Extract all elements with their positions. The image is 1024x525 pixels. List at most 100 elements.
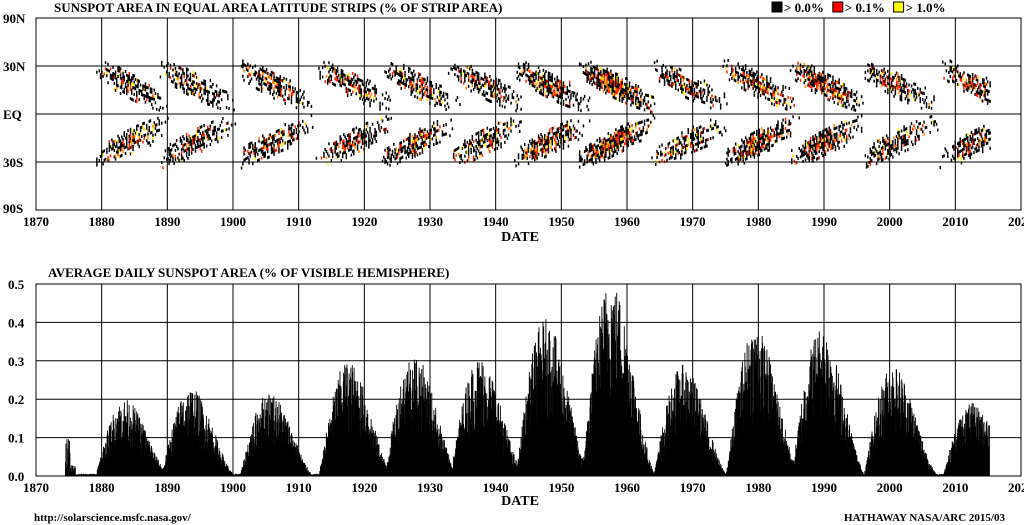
butterfly-cell	[536, 71, 538, 75]
butterfly-cell	[958, 153, 960, 157]
butterfly-cell	[677, 88, 679, 92]
butterfly-cell	[364, 134, 366, 138]
butterfly-cell	[374, 137, 376, 141]
butterfly-cell	[637, 84, 640, 88]
butterfly-cell	[331, 66, 334, 70]
butterfly-cell	[924, 86, 926, 90]
butterfly-cell	[532, 140, 535, 144]
butterfly-cell	[979, 86, 981, 90]
butterfly-cell	[527, 65, 530, 69]
butterfly-cell	[502, 99, 505, 102]
butterfly-cell	[768, 145, 771, 149]
butterfly-cell	[747, 84, 749, 88]
butterfly-cell	[277, 86, 279, 90]
butterfly-cell	[524, 155, 526, 159]
butterfly-cell	[646, 118, 648, 122]
butterfly-cell	[903, 90, 905, 94]
butterfly-cell	[744, 145, 747, 149]
butterfly-cell	[360, 94, 363, 98]
butterfly-cell	[349, 148, 351, 152]
butterfly-cell	[828, 145, 830, 148]
butterfly-cell	[889, 144, 892, 148]
butterfly-cell	[411, 134, 414, 138]
butterfly-cell	[617, 148, 620, 152]
butterfly-cell	[898, 78, 900, 82]
butterfly-cell	[834, 132, 837, 136]
butterfly-cell	[819, 72, 822, 76]
butterfly-cell	[622, 88, 625, 92]
butterfly-cell	[821, 142, 823, 146]
butterfly-cell	[137, 82, 139, 86]
butterfly-cell	[869, 157, 872, 160]
butterfly-cell	[870, 68, 873, 72]
butterfly-cell	[530, 151, 532, 155]
butterfly-cell	[263, 136, 265, 140]
butterfly-cell	[265, 83, 268, 87]
butterfly-cell	[695, 94, 697, 98]
butterfly-cell	[421, 89, 424, 93]
butterfly-cell	[334, 71, 336, 75]
butterfly-cell	[345, 74, 348, 78]
butterfly-cell	[887, 82, 889, 86]
butterfly-cell	[692, 125, 694, 129]
butterfly-cell	[405, 80, 407, 84]
butterfly-cell	[885, 75, 888, 79]
butterfly-cell	[326, 66, 329, 70]
butterfly-cell	[359, 97, 361, 101]
butterfly-cell	[880, 152, 883, 156]
butterfly-cell	[336, 79, 339, 82]
butterfly-cell	[270, 86, 273, 90]
butterfly-cell	[515, 109, 517, 113]
butterfly-cell	[168, 152, 170, 156]
butterfly-cell	[947, 151, 949, 155]
butterfly-cell	[630, 139, 632, 143]
butterfly-cell	[416, 138, 419, 141]
butterfly-cell	[809, 139, 812, 143]
butterfly-cell	[113, 143, 116, 146]
butterfly-cell	[499, 100, 501, 104]
butterfly-cell	[667, 82, 669, 86]
butterfly-cell	[824, 87, 827, 91]
butterfly-cell	[318, 66, 320, 70]
butterfly-cell	[551, 127, 553, 131]
butterfly-cell	[179, 82, 182, 86]
butterfly-cell	[693, 149, 696, 153]
butterfly-cell	[547, 83, 550, 87]
butterfly-cell	[346, 78, 349, 82]
butterfly-cell	[917, 93, 919, 96]
butterfly-cell	[350, 92, 353, 96]
butterfly-cell	[907, 98, 909, 102]
butterfly-cell	[260, 86, 263, 90]
butterfly-cell	[967, 136, 969, 140]
butterfly-cell	[577, 108, 580, 112]
butterfly-cell	[821, 73, 823, 77]
butterfly-cell	[686, 84, 688, 87]
butterfly-cell	[96, 157, 98, 161]
butterfly-cell	[930, 121, 933, 125]
butterfly-cell	[282, 148, 284, 152]
butterfly-cell	[588, 78, 591, 82]
butterfly-cell	[118, 155, 120, 159]
butterfly-cell	[505, 125, 507, 129]
butterfly-cell	[838, 81, 840, 85]
butterfly-cell	[207, 137, 209, 141]
butterfly-cell	[625, 95, 627, 99]
butterfly-cell	[742, 78, 744, 81]
butterfly-cell	[864, 70, 867, 74]
butterfly-cell	[907, 89, 909, 93]
butterfly-cell	[324, 147, 326, 151]
butterfly-cell	[183, 137, 185, 141]
butterfly-cell	[343, 151, 345, 155]
butterfly-cell	[539, 143, 541, 146]
butterfly-cell	[252, 162, 254, 166]
butterfly-cell	[953, 68, 955, 72]
butterfly-cell	[691, 138, 693, 142]
butterfly-cell	[888, 142, 890, 146]
butterfly-cell	[404, 83, 406, 87]
butterfly-cell	[616, 82, 618, 86]
butterfly-cell	[700, 90, 702, 94]
butterfly-cell	[416, 80, 419, 84]
butterfly-cell	[146, 123, 148, 127]
butterfly-cell	[819, 134, 822, 138]
butterfly-cell	[539, 91, 541, 95]
